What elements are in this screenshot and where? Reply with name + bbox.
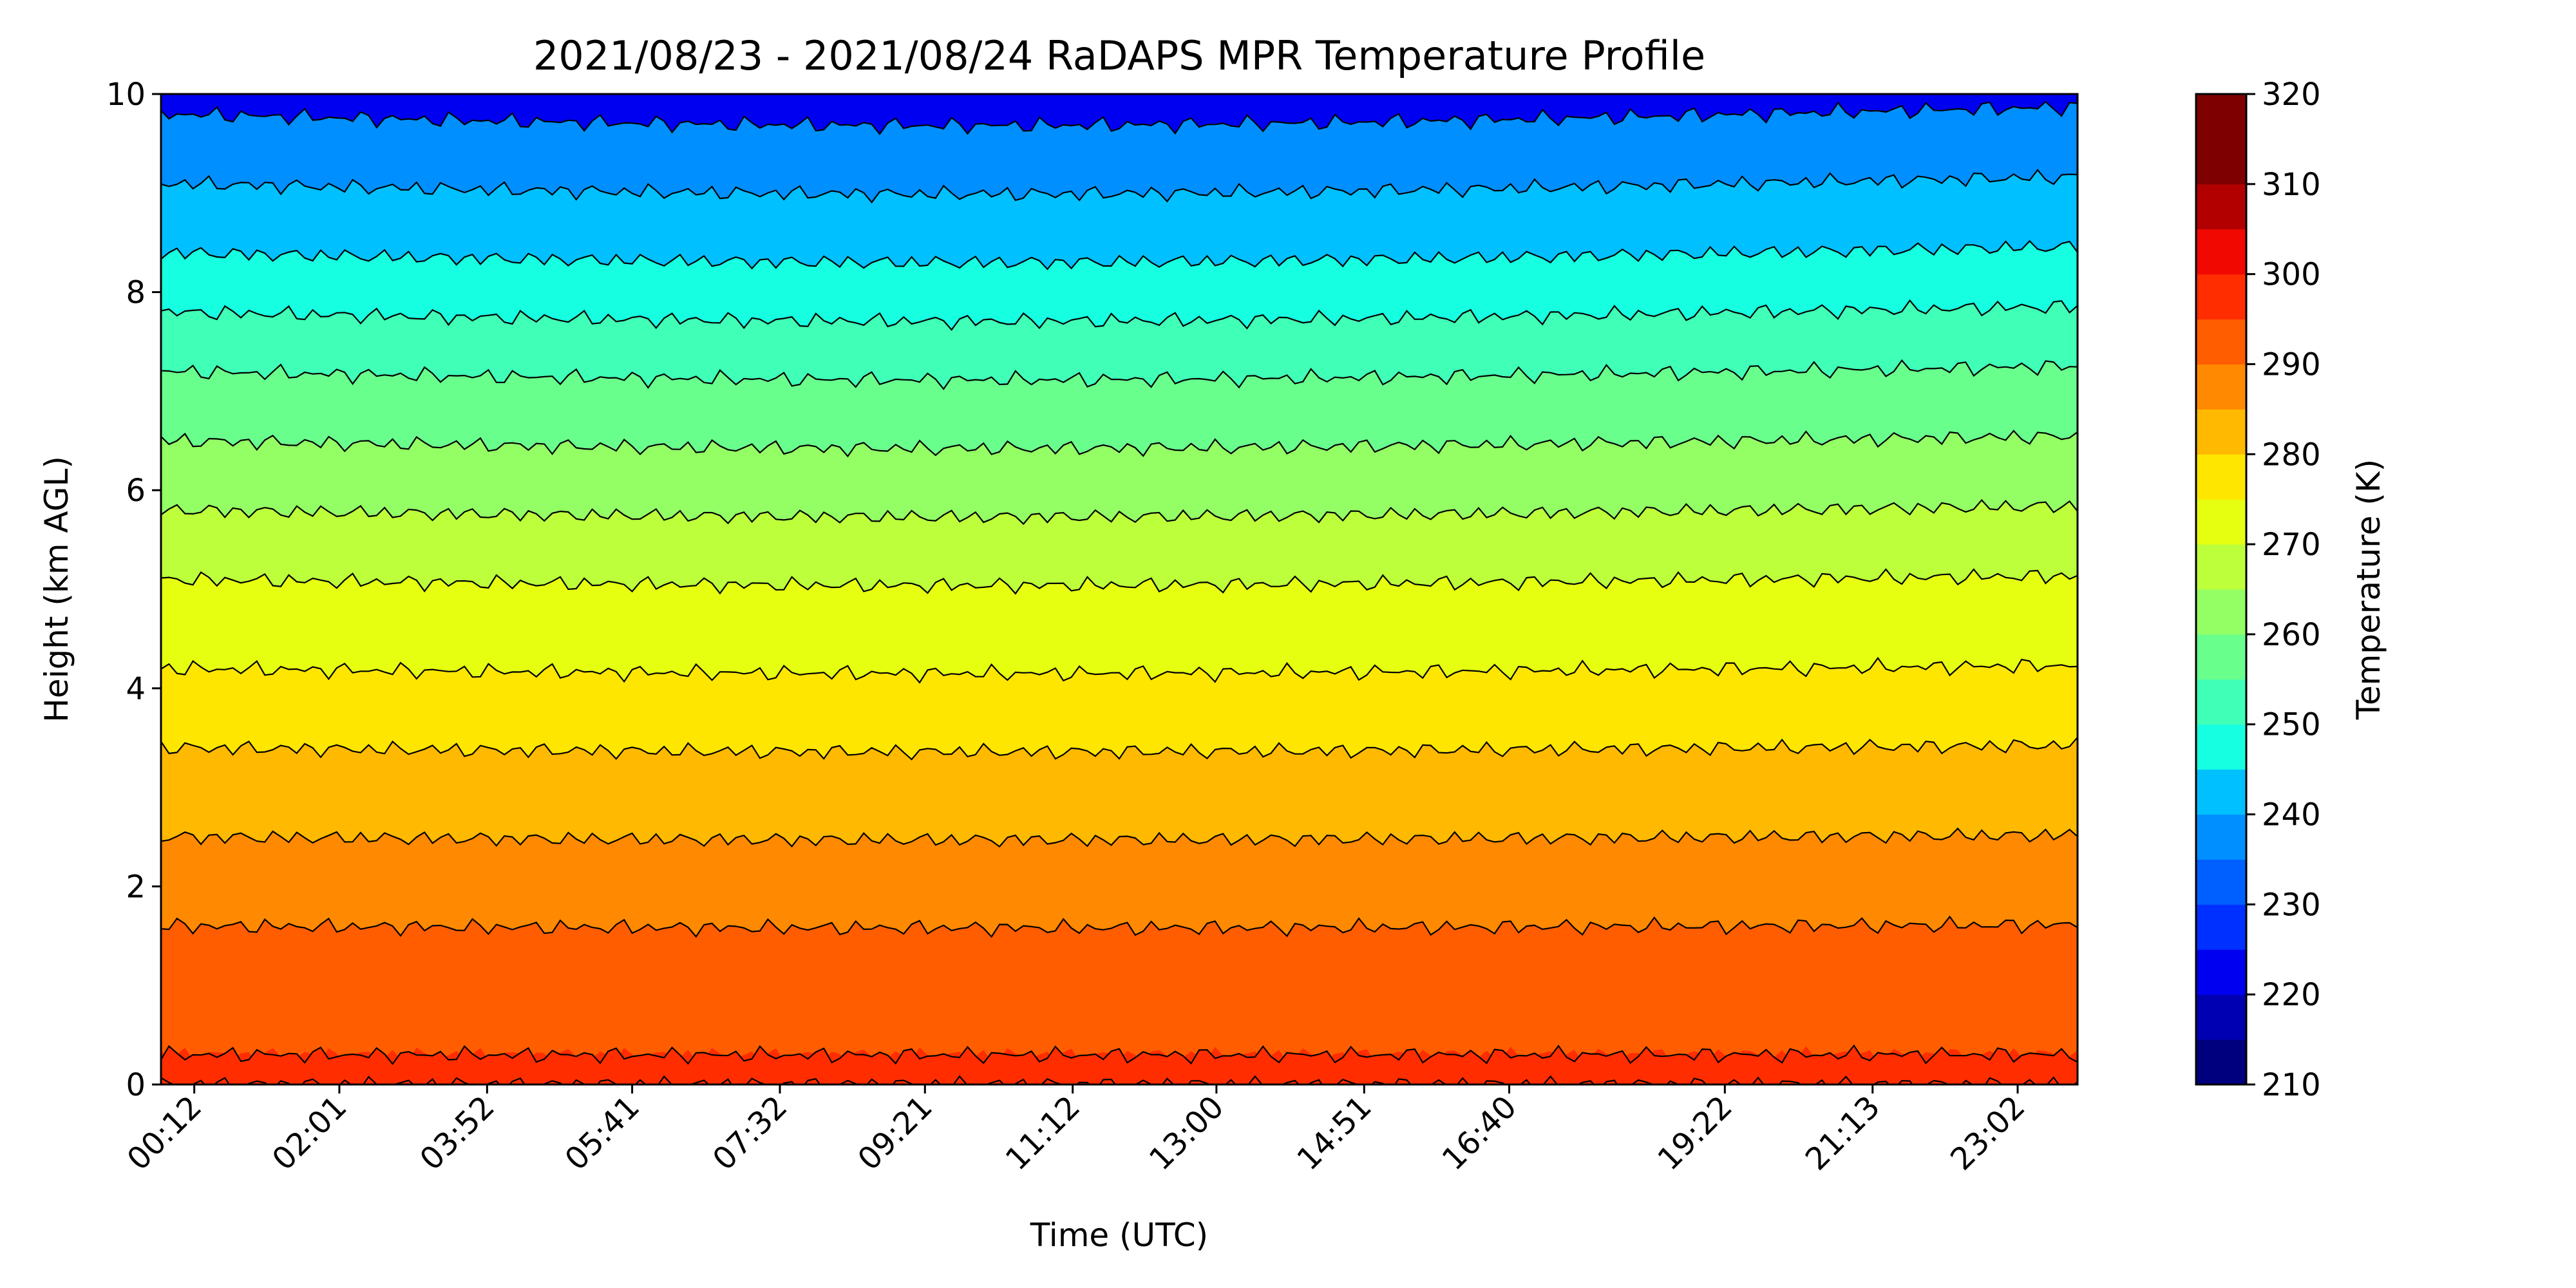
x-tick-label: 23:02 [1944, 1089, 2032, 1177]
contour-280k [161, 737, 2078, 761]
x-tick-label: 11:12 [999, 1089, 1087, 1177]
contour-250k [161, 299, 2078, 331]
colorbar-tick-label: 310 [2262, 167, 2321, 203]
contour-295k [161, 1044, 2078, 1065]
colorbar-segment [2196, 229, 2246, 275]
colorbar-tick-label: 300 [2262, 257, 2321, 293]
contour-270k [161, 568, 2078, 595]
y-tick-label: 4 [126, 671, 146, 707]
colorbar-tick-label: 280 [2262, 437, 2321, 473]
band-surface [161, 1046, 2078, 1084]
colorbar-segment [2196, 454, 2246, 500]
colorbar-segment [2196, 94, 2246, 140]
colorbar-tick-label: 250 [2262, 707, 2321, 743]
x-axis: 00:12 02:01 03:52 05:41 07:32 09:21 11:12 13:00… [120, 1084, 2032, 1177]
colorbar-tick-label: 260 [2262, 617, 2321, 653]
colorbar-segment [2196, 184, 2246, 230]
contour-265k [161, 498, 2078, 526]
colorbar-tick-label: 290 [2262, 346, 2321, 383]
contour-lines [161, 100, 2078, 1084]
chart-title: 2021/08/23 - 2021/08/24 RaDAPS MPR Tempe… [533, 32, 1705, 79]
y-tick-label: 0 [126, 1067, 146, 1103]
colorbar-tick-label: 320 [2262, 77, 2321, 113]
x-tick-label: 02:01 [265, 1089, 354, 1177]
contour-260k [161, 430, 2078, 458]
colorbar-segment [2196, 544, 2246, 590]
colorbar-tick-label: 230 [2262, 887, 2321, 923]
colorbar-segment [2196, 409, 2246, 455]
colorbar-segment [2196, 769, 2246, 815]
colorbar-segment [2196, 679, 2246, 725]
colorbar-tick-label: 240 [2262, 797, 2321, 833]
colorbar-frame [2195, 93, 2248, 1086]
colorbar-label: Temperature (K) [2350, 459, 2387, 720]
y-tick-label: 6 [126, 473, 146, 509]
band-290k [161, 916, 2078, 1084]
y-axis-label: Height (km AGL) [38, 456, 75, 723]
x-tick-label: 21:13 [1799, 1089, 1887, 1177]
contour-245k [161, 240, 2078, 270]
colorbar-segment [2196, 274, 2246, 320]
x-tick-label: 05:41 [558, 1089, 647, 1177]
colorbar-segment [2196, 634, 2246, 680]
colorbar-segment [2196, 589, 2246, 635]
colorbar-tick-label: 220 [2262, 977, 2321, 1013]
contour-240k [161, 169, 2078, 204]
colorbar-segment [2196, 904, 2246, 950]
colorbar-segment [2196, 138, 2246, 185]
colorbar-segment [2196, 1039, 2246, 1085]
x-tick-label: 09:21 [851, 1089, 939, 1177]
colorbar-segment [2196, 364, 2246, 410]
contour-285k [161, 827, 2078, 848]
colorbar-segment [2196, 724, 2246, 770]
y-tick-label: 2 [126, 869, 146, 905]
x-tick-label: 19:22 [1651, 1089, 1739, 1177]
plot-frame [160, 93, 2079, 1086]
colorbar-tick-label: 270 [2262, 527, 2321, 563]
x-tick-label: 13:00 [1142, 1089, 1231, 1177]
colorbar-tick-label: 210 [2262, 1067, 2321, 1103]
contour-255k [161, 359, 2078, 390]
colorbar-segment [2196, 949, 2246, 995]
colorbar: 210 220 230 240 250 260 270 280 290 300 310 320 [2195, 77, 2321, 1103]
contour-290k [161, 915, 2078, 938]
contour-300k [161, 1075, 2078, 1084]
plot-area [161, 94, 2078, 1084]
y-axis: 0 2 4 6 8 10 [106, 77, 161, 1103]
colorbar-segment [2196, 859, 2246, 905]
colorbar-segment [2196, 814, 2246, 860]
x-tick-label: 03:52 [413, 1089, 501, 1177]
x-tick-label: 07:32 [706, 1089, 794, 1177]
colorbar-segment [2196, 994, 2246, 1040]
contour-235k [161, 100, 2078, 136]
temperature-bands [161, 94, 2078, 1084]
y-tick-label: 8 [126, 275, 146, 311]
y-tick-label: 10 [106, 77, 146, 113]
x-tick-label: 14:51 [1290, 1089, 1378, 1177]
x-tick-label: 16:40 [1435, 1089, 1524, 1177]
colorbar-segment [2196, 319, 2246, 365]
colorbar-segment [2196, 499, 2246, 545]
x-axis-label: Time (UTC) [1030, 1217, 1208, 1254]
contour-275k [161, 656, 2078, 684]
